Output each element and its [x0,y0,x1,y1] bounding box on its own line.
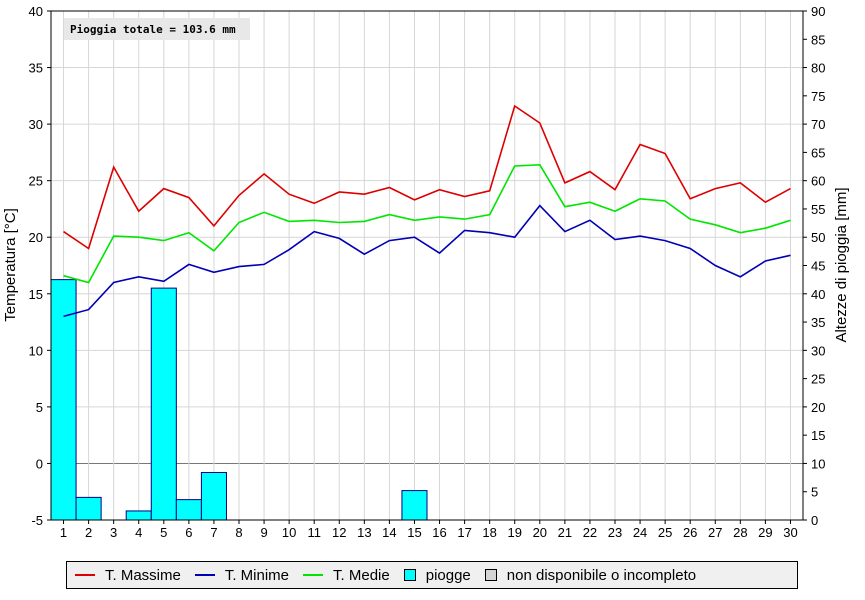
x-tick-label: 27 [708,525,722,540]
y-right-tick-label: 45 [811,259,825,274]
x-tick-label: 26 [683,525,697,540]
legend-item-min: T. Minime [194,566,290,584]
y-right-tick-label: 20 [811,400,825,415]
legend-label-rain: piogge [425,566,471,584]
x-tick-label: 1 [60,525,67,540]
x-tick-label: 6 [185,525,192,540]
y-left-tick-label: 10 [29,343,43,358]
legend-item-max: T. Massime [75,567,181,584]
temperature-lines [63,104,791,318]
y-axis-right-label: Altezze di pioggia [mm] [833,187,850,342]
y-right-tick-label: 15 [811,428,825,443]
y-left-tick-label: 25 [29,174,43,189]
x-tick-label: 25 [658,525,672,540]
y-right-tick-label: 35 [811,315,825,330]
plot-frame [50,10,804,521]
legend-swatch-max [75,574,95,576]
legend-label-max: T. Massime [105,566,181,584]
x-tick-label: 20 [533,525,547,540]
series-line [63,204,791,318]
rain-bar [150,287,177,521]
y-right-tick-label: 75 [811,89,825,104]
y-right-tick-label: 0 [811,513,818,528]
total-rain-label: Pioggia totale = 103.6 mm [70,23,236,36]
total-rain-annotation: Pioggia totale = 103.6 mm [64,18,250,40]
y-right-tick-label: 50 [811,230,825,245]
x-tick-label: 10 [282,525,296,540]
x-tick-label: 9 [260,525,267,540]
x-tick-label: 13 [357,525,371,540]
legend-swatch-avg [303,574,324,576]
x-tick-label: 17 [457,525,471,540]
y-right-tick-label: 55 [811,202,825,217]
rain-bar [50,279,77,521]
legend-swatch-rain [403,569,416,581]
x-tick-label: 8 [235,525,242,540]
x-tick-label: 2 [85,525,92,540]
x-tick-label: 11 [307,525,321,540]
legend-label-avg: T. Medie [333,566,390,584]
x-tick-label: 28 [733,525,747,540]
y-axis-left-label: Temperatura [°C] [2,208,19,322]
x-tick-label: 4 [135,525,142,540]
x-tick-label: 18 [482,525,496,540]
x-tick-label: 14 [382,525,396,540]
y-right-tick-label: 25 [811,372,825,387]
rain-bar [125,510,152,521]
legend-item-avg: T. Medie [303,567,390,584]
x-tick-label: 29 [758,525,772,540]
y-right-tick-label: 30 [811,343,825,358]
y-right-tick-label: 65 [811,145,825,160]
x-tick-label: 5 [160,525,167,540]
y-left-tick-label: 35 [29,61,43,76]
y-right-tick-label: 5 [811,485,818,500]
series-line [63,104,791,250]
legend-label-na: non disponibile o incompleto [506,566,697,584]
rain-bars [50,279,428,521]
y-left-tick-label: 30 [29,117,43,132]
legend: T. Massime T. Minime T. Medie piogge non… [66,561,798,589]
x-tick-label: 21 [558,525,572,540]
y-right-tick-label: 80 [811,61,825,76]
y-right-tick-label: 85 [811,32,825,47]
y-left-tick-label: 5 [36,400,43,415]
y-left-tick-label: 15 [29,287,43,302]
rain-bar [401,490,428,521]
x-tick-label: 24 [633,525,647,540]
y-right-tick-label: 70 [811,117,825,132]
x-tick-label: 15 [407,525,421,540]
x-tick-label: 23 [608,525,622,540]
y-left-tick-label: 20 [29,230,43,245]
legend-item-rain: piogge [403,566,471,584]
x-tick-label: 30 [783,525,797,540]
y-right-tick-label: 90 [811,4,825,19]
legend-label-min: T. Minime [224,566,290,584]
legend-swatch-min [194,574,215,576]
x-tick-label: 16 [432,525,446,540]
y-left-tick-label: -5 [31,513,43,528]
y-left-tick-label: 40 [29,4,43,19]
y-right-tick-label: 10 [811,456,825,471]
rain-bar [175,499,202,521]
x-tick-label: 12 [332,525,346,540]
x-tick-label: 22 [583,525,597,540]
legend-item-na: non disponibile o incompleto [484,566,697,584]
series-line [63,163,791,284]
y-right-tick-label: 40 [811,287,825,302]
y-right-tick-label: 60 [811,174,825,189]
y-left-tick-label: 0 [36,456,43,471]
rain-bar [200,471,227,521]
x-tick-label: 3 [110,525,117,540]
legend-swatch-na [484,569,497,581]
rain-bar [75,496,102,521]
x-tick-label: 19 [507,525,521,540]
x-tick-label: 7 [210,525,217,540]
